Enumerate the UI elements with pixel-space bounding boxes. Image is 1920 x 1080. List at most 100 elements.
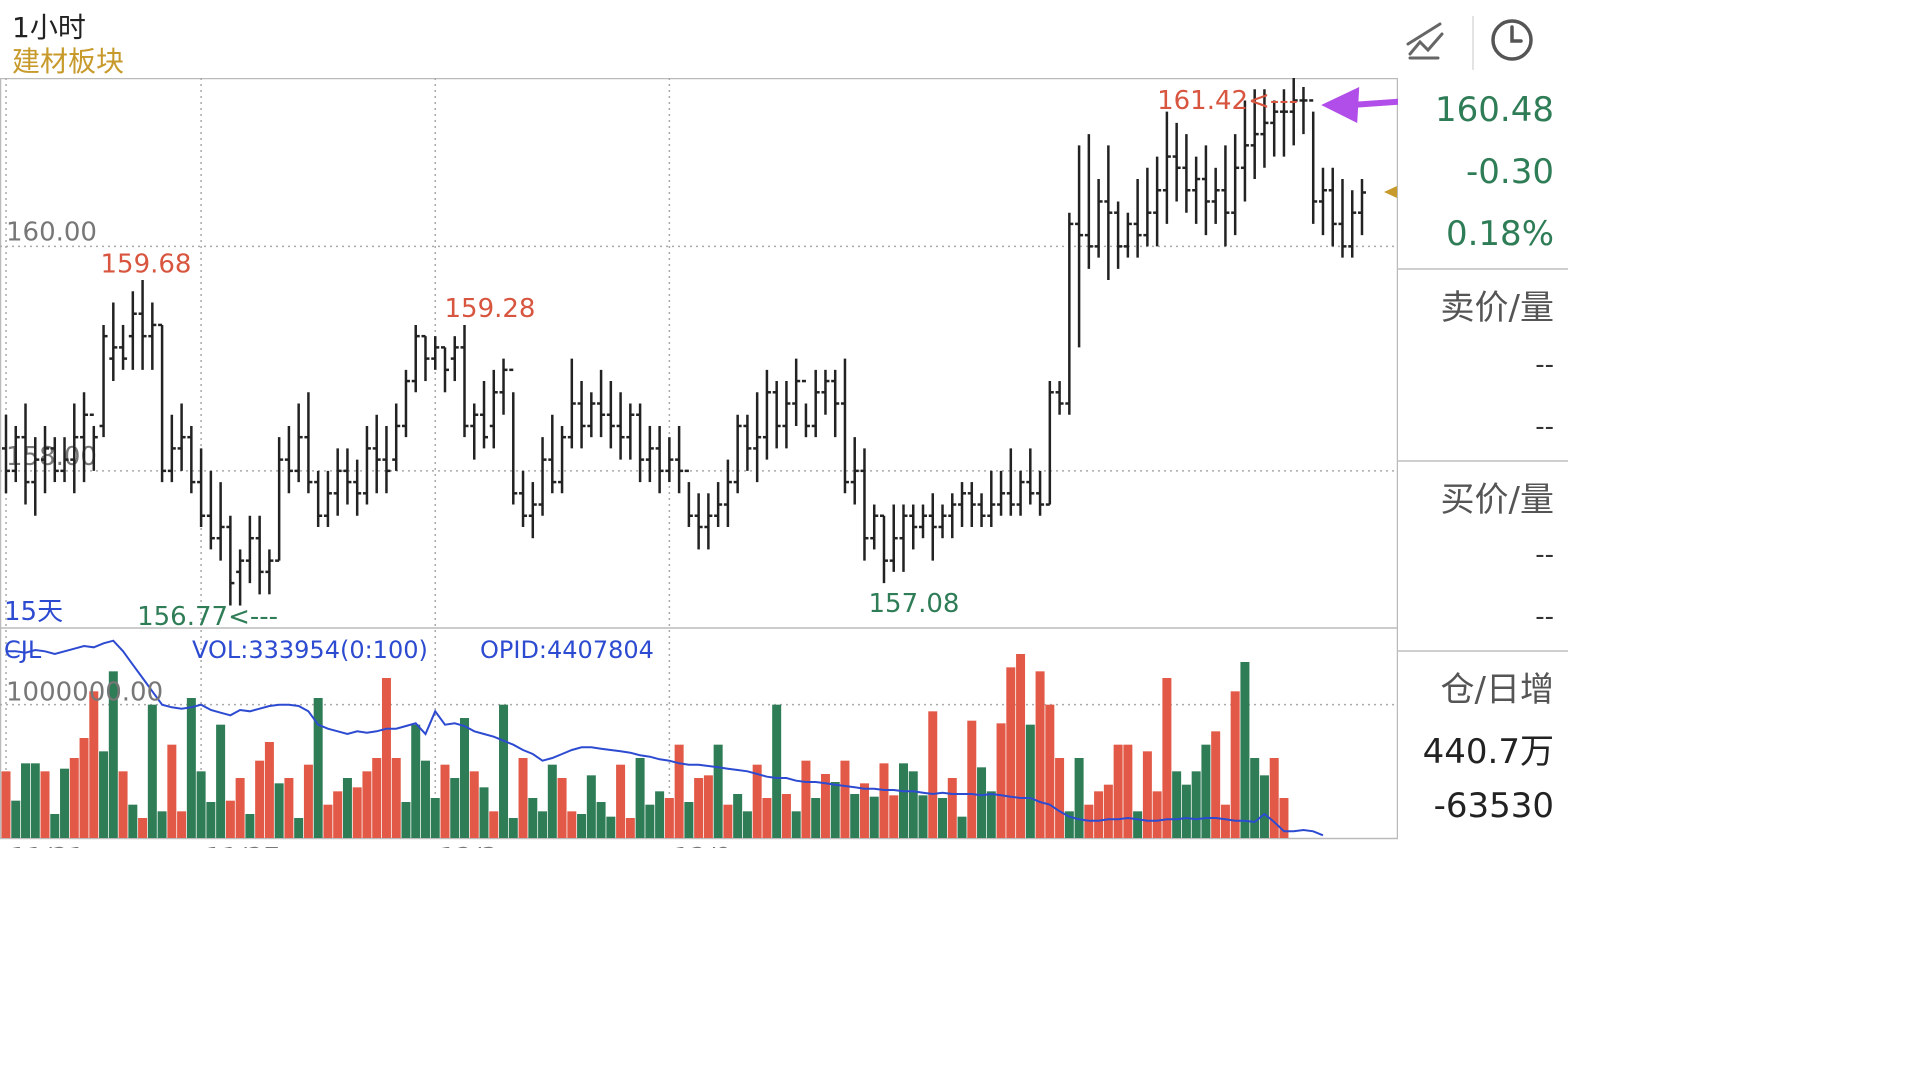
ohlc-bar xyxy=(997,470,1006,516)
price-tick-label: 160.00 xyxy=(6,217,97,247)
ohlc-bar xyxy=(236,549,245,606)
volume-bar xyxy=(567,811,577,838)
volume-bar xyxy=(1259,775,1269,838)
volume-bar xyxy=(460,718,470,838)
bid-volume: -- xyxy=(1535,602,1554,632)
ohlc-bar xyxy=(772,381,781,449)
panel-divider xyxy=(1398,268,1568,270)
x-tick-label: 12/9 xyxy=(673,843,731,848)
ohlc-bar xyxy=(148,302,157,370)
period-label[interactable]: 1小时 xyxy=(12,11,86,44)
volume-bar xyxy=(801,760,811,838)
panel-divider xyxy=(1398,650,1568,652)
ohlc-bar xyxy=(158,323,167,483)
toolbar-separator xyxy=(1472,16,1474,70)
volume-bar xyxy=(264,742,274,838)
ohlc-bar xyxy=(1348,190,1357,258)
volume-bar xyxy=(411,724,421,838)
volume-bar xyxy=(938,798,948,838)
ohlc-bar xyxy=(1279,89,1288,157)
volume-bar xyxy=(840,760,850,838)
annotation-arrow-head xyxy=(1321,86,1360,123)
volume-bar xyxy=(274,783,284,838)
ohlc-bar xyxy=(811,369,820,438)
volume-bar xyxy=(762,798,772,838)
volume-bar xyxy=(138,818,148,838)
volume-bar xyxy=(879,763,889,838)
volume-bar xyxy=(206,802,216,838)
volume-bars xyxy=(1,654,1289,838)
ohlc-bar xyxy=(948,493,957,539)
ohlc-bar xyxy=(119,324,128,370)
ohlc-bar xyxy=(919,504,928,539)
ohlc-bar xyxy=(743,414,752,471)
volume-bar xyxy=(518,758,528,838)
bid-price: -- xyxy=(1535,540,1554,570)
volume-bar xyxy=(1230,691,1240,838)
ohlc-bar xyxy=(879,514,888,584)
volume-bar xyxy=(645,804,655,838)
ohlc-bar xyxy=(528,482,537,539)
ohlc-bar xyxy=(392,403,401,471)
volume-bar xyxy=(596,802,606,838)
volume-bar xyxy=(928,711,938,838)
volume-bar xyxy=(752,764,762,838)
volume-bar xyxy=(108,671,118,838)
trendline-draw-icon[interactable] xyxy=(1400,14,1452,66)
ohlc-bar xyxy=(1250,89,1259,180)
volume-bar xyxy=(889,795,899,838)
volume-bar xyxy=(820,774,830,838)
open-interest-value: 440.7万 xyxy=(1422,732,1554,772)
volume-bar xyxy=(1220,804,1230,838)
ohlc-bar xyxy=(1260,89,1269,168)
volume-bar xyxy=(1201,744,1211,838)
ohlc-bar xyxy=(1192,156,1201,224)
volume-bar xyxy=(391,758,401,838)
volume-bar xyxy=(1162,678,1172,838)
ohlc-bar xyxy=(538,437,547,516)
sector-label[interactable]: 建材板块 xyxy=(12,45,125,78)
volume-bar xyxy=(1055,758,1065,838)
volume-bar xyxy=(1269,758,1279,838)
volume-bar xyxy=(333,791,343,838)
ohlc-bar xyxy=(1133,179,1142,258)
volume-bar xyxy=(1006,667,1016,838)
volume-bar xyxy=(577,814,587,838)
chart-labels: 159.68 159.28 161.42<--- 156.77<--- 157.08 15… xyxy=(4,86,1398,708)
quote-panel: 160.48 -0.30 0.18% 卖价/量 -- -- 买价/量 -- --… xyxy=(1398,78,1568,838)
ohlc-bar xyxy=(577,381,586,449)
ohlc-bar xyxy=(372,414,381,494)
ohlc-bar xyxy=(343,448,352,505)
ohlc-bar xyxy=(1114,201,1123,269)
ohlc-bar xyxy=(792,358,801,426)
volume-bar xyxy=(684,802,694,838)
clock-icon[interactable] xyxy=(1486,14,1538,66)
ohlc-bar xyxy=(128,291,137,370)
ohlc-bar xyxy=(1221,145,1230,247)
volume-bar xyxy=(850,794,860,838)
range-label: 15天 xyxy=(4,597,63,627)
volume-bar xyxy=(381,678,391,838)
ohlc-bar xyxy=(597,369,606,438)
ohlc-bar xyxy=(782,381,791,449)
volume-bar xyxy=(499,704,509,838)
ohlc-bar xyxy=(509,368,518,505)
volume-tick-label: 1000000.00 xyxy=(6,678,163,708)
volume-bar xyxy=(216,724,226,838)
volume-bar xyxy=(50,814,60,838)
volume-bar xyxy=(606,816,616,838)
ohlc-bar xyxy=(714,482,723,527)
volume-bar xyxy=(147,704,157,838)
volume-bar xyxy=(99,751,109,838)
ohlc-bar xyxy=(870,504,879,550)
open-interest-label: 仓/日增 xyxy=(1440,670,1554,710)
volume-bar xyxy=(986,791,996,838)
ask-label: 卖价/量 xyxy=(1440,288,1554,328)
ohlc-bar xyxy=(1358,179,1366,236)
volume-bar xyxy=(30,763,40,838)
ohlc-bar xyxy=(1084,134,1093,269)
volume-bar xyxy=(781,794,791,838)
min-low-annotation: 156.77<--- xyxy=(137,602,278,632)
volume-bar xyxy=(128,804,138,838)
